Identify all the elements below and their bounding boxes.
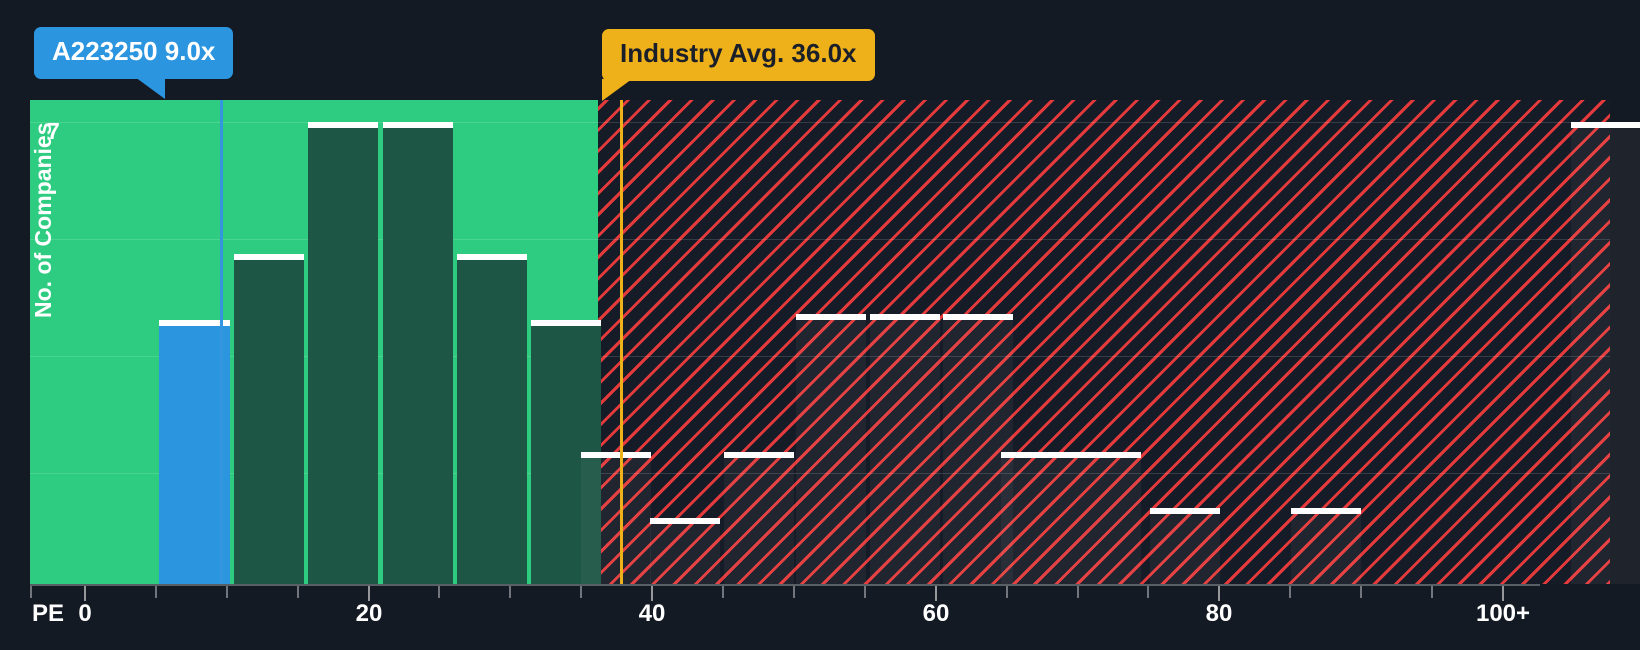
x-tick-0 bbox=[84, 586, 86, 601]
x-tick-label-80: 80 bbox=[1205, 600, 1233, 627]
plot-area: 7 No. of Companies bbox=[30, 100, 1640, 584]
bar-cap bbox=[383, 122, 453, 128]
x-tick-label-60: 60 bbox=[922, 600, 950, 627]
company-marker-line bbox=[220, 100, 223, 584]
x-tick-40 bbox=[651, 586, 653, 601]
x-tick-minor bbox=[722, 586, 724, 598]
bar-55-60[interactable] bbox=[870, 314, 940, 584]
x-tick-label-0: 0 bbox=[78, 600, 92, 627]
bar-cap bbox=[943, 314, 1013, 320]
bar-body bbox=[457, 259, 527, 584]
x-tick-minor bbox=[864, 586, 866, 598]
bar-40-45[interactable] bbox=[650, 518, 720, 584]
x-tick-minor bbox=[30, 586, 32, 598]
bar-15-20[interactable] bbox=[308, 122, 378, 584]
bar-cap bbox=[1291, 508, 1361, 514]
company-callout[interactable]: A223250 9.0x bbox=[34, 27, 234, 99]
bar-75-80[interactable] bbox=[1150, 508, 1220, 584]
bar-85-90[interactable] bbox=[1291, 508, 1361, 584]
bar-cap bbox=[870, 314, 940, 320]
bar-20-25[interactable] bbox=[383, 122, 453, 584]
bar-65-70[interactable] bbox=[1001, 452, 1071, 584]
gridline-3 bbox=[30, 356, 1610, 357]
x-tick-minor bbox=[1360, 586, 1362, 598]
bar-body bbox=[1071, 457, 1141, 584]
gridline-5 bbox=[30, 239, 1610, 240]
x-tick-label-100: 100+ bbox=[1475, 600, 1531, 627]
x-tick-minor bbox=[1147, 586, 1149, 598]
bar-cap bbox=[581, 452, 651, 458]
industry-marker-line bbox=[620, 100, 623, 584]
bar-body bbox=[870, 319, 940, 584]
bar-cap bbox=[234, 254, 304, 260]
x-tick-minor bbox=[793, 586, 795, 598]
bar-body bbox=[724, 457, 794, 584]
bar-cap bbox=[724, 452, 794, 458]
x-tick-minor bbox=[297, 586, 299, 598]
bar-5-10[interactable] bbox=[159, 320, 230, 584]
x-axis-line bbox=[30, 584, 1540, 586]
bar-50-55[interactable] bbox=[796, 314, 866, 584]
callout-tail bbox=[135, 76, 166, 99]
x-axis-title: PE bbox=[32, 600, 65, 627]
x-tick-minor bbox=[580, 586, 582, 598]
x-tick-minor bbox=[1289, 586, 1291, 598]
gridline-1 bbox=[30, 473, 1610, 474]
bar-body bbox=[383, 127, 453, 584]
bar-body bbox=[796, 319, 866, 584]
bar-10-15[interactable] bbox=[234, 254, 304, 584]
bar-body bbox=[1291, 513, 1361, 584]
bar-cap bbox=[1071, 452, 1141, 458]
bar-cap bbox=[1150, 508, 1220, 514]
x-tick-80 bbox=[1218, 586, 1220, 601]
bar-body bbox=[234, 259, 304, 584]
x-tick-minor bbox=[155, 586, 157, 598]
x-tick-20 bbox=[368, 586, 370, 601]
x-tick-minor bbox=[1006, 586, 1008, 598]
bar-body bbox=[1571, 127, 1640, 584]
bar-cap bbox=[796, 314, 866, 320]
bar-cap bbox=[308, 122, 378, 128]
bar-body bbox=[650, 523, 720, 584]
bar-25-30[interactable] bbox=[457, 254, 527, 584]
bar-35-40[interactable] bbox=[581, 452, 651, 584]
x-tick-minor bbox=[438, 586, 440, 598]
expensive-zone bbox=[598, 100, 1610, 584]
x-tick-100-plus bbox=[1502, 586, 1504, 601]
callout-tail bbox=[602, 78, 632, 101]
x-tick-minor bbox=[1431, 586, 1433, 598]
x-tick-minor bbox=[1077, 586, 1079, 598]
x-tick-minor bbox=[226, 586, 228, 598]
x-tick-label-40: 40 bbox=[638, 600, 666, 627]
bar-cap bbox=[457, 254, 527, 260]
bar-cap bbox=[1571, 122, 1640, 128]
bar-95-100-plus[interactable] bbox=[1571, 122, 1640, 584]
bar-cap bbox=[531, 320, 601, 326]
x-tick-60 bbox=[935, 586, 937, 601]
hatch-pattern bbox=[598, 100, 1610, 584]
bar-70-75[interactable] bbox=[1071, 452, 1141, 584]
y-tick-label-7: 7 bbox=[47, 118, 60, 144]
company-callout-label: A223250 9.0x bbox=[52, 36, 216, 66]
bar-cap bbox=[650, 518, 720, 524]
bar-body bbox=[1150, 513, 1220, 584]
x-tick-label-20: 20 bbox=[355, 600, 383, 627]
bar-cap bbox=[159, 320, 230, 326]
bar-body bbox=[581, 457, 651, 584]
gridline-7 bbox=[30, 122, 1610, 123]
bar-45-50[interactable] bbox=[724, 452, 794, 584]
bar-cap bbox=[1001, 452, 1071, 458]
bar-body bbox=[943, 319, 1013, 584]
bar-body bbox=[308, 127, 378, 584]
industry-callout-label: Industry Avg. 36.0x bbox=[620, 38, 857, 68]
industry-callout[interactable]: Industry Avg. 36.0x bbox=[602, 29, 875, 101]
bar-60-65[interactable] bbox=[943, 314, 1013, 584]
bar-body bbox=[159, 325, 230, 584]
bar-body bbox=[1001, 457, 1071, 584]
x-tick-minor bbox=[509, 586, 511, 598]
